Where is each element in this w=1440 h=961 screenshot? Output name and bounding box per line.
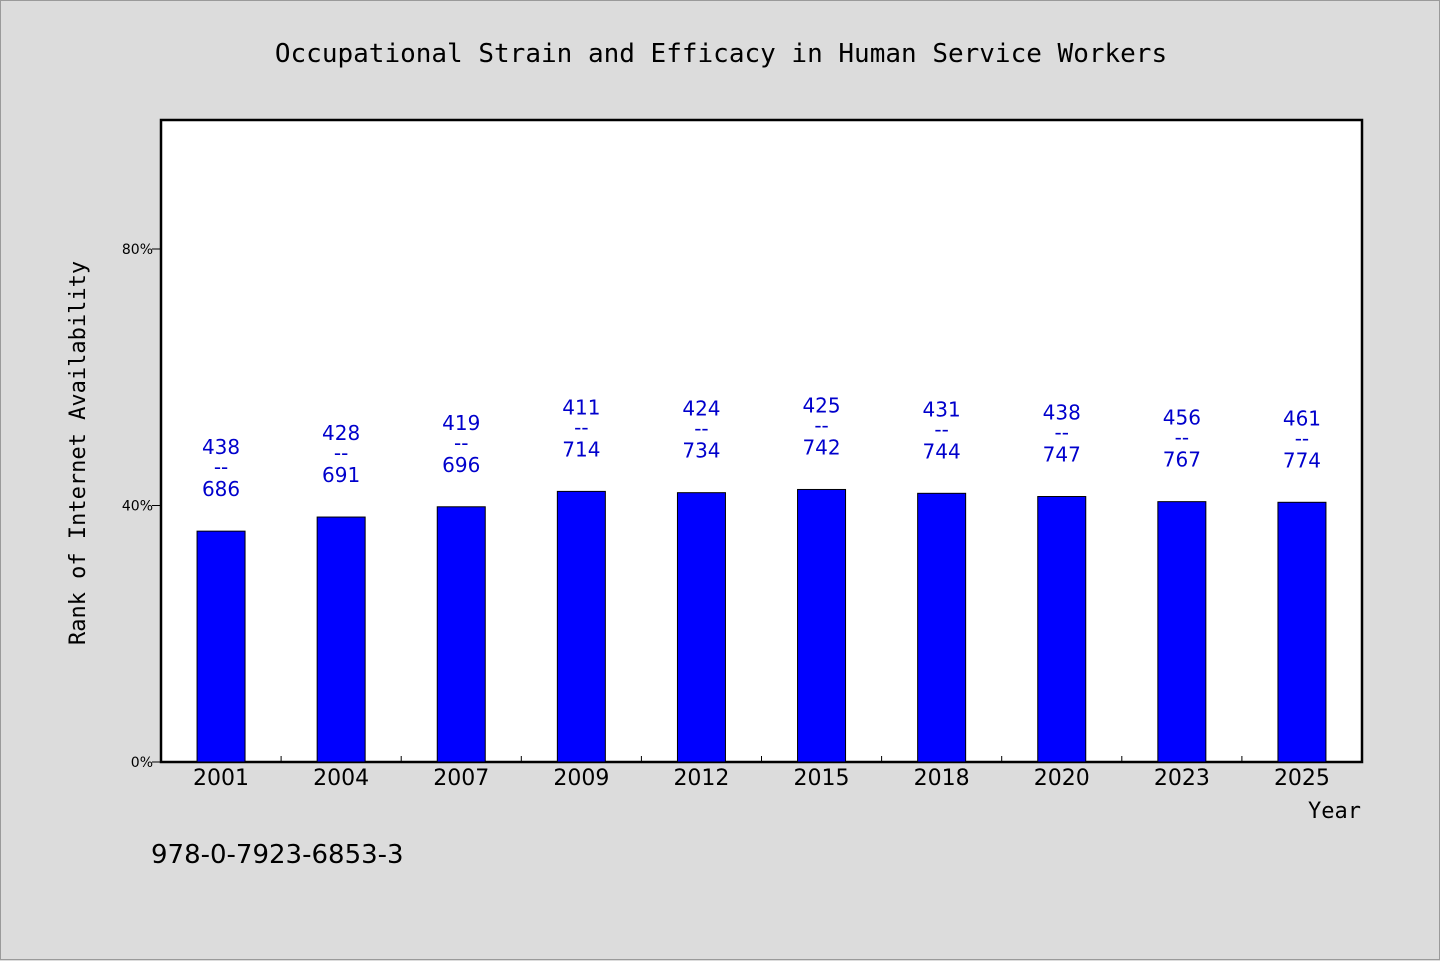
x-tick-label: 2012 <box>673 766 729 791</box>
data-label: 424 <box>682 397 720 421</box>
data-label: 714 <box>562 437 600 461</box>
chart-title: Occupational Strain and Efficacy in Huma… <box>275 39 1167 69</box>
bar <box>1157 501 1207 763</box>
data-label: 438 <box>202 435 240 459</box>
x-tick-label: 2023 <box>1154 766 1210 791</box>
y-tick-label: 40% <box>122 499 153 515</box>
data-label: 747 <box>1043 443 1081 467</box>
y-tick-label: 80% <box>122 242 153 258</box>
y-tick-label: 0% <box>131 755 153 771</box>
y-axis: 0% 40% 80% <box>122 242 161 771</box>
data-label: -- <box>694 417 708 441</box>
data-label: -- <box>814 413 828 437</box>
data-label: -- <box>214 455 228 479</box>
data-label: 419 <box>442 411 480 435</box>
x-tick-label: 2018 <box>914 766 970 791</box>
data-label: -- <box>934 417 948 441</box>
data-label: -- <box>1175 426 1189 450</box>
data-label: -- <box>1055 421 1069 445</box>
data-label: 456 <box>1163 406 1201 430</box>
x-tick-label: 2009 <box>553 766 609 791</box>
bar <box>196 530 246 763</box>
x-tick-label: 2007 <box>433 766 489 791</box>
data-label: 774 <box>1283 448 1321 472</box>
x-axis: 2001 2004 2007 2009 2012 2015 2018 2020 2023 2025 <box>193 756 1330 791</box>
bar <box>676 492 726 763</box>
bar <box>316 516 366 763</box>
data-label: 691 <box>322 463 360 487</box>
x-tick-label: 2025 <box>1274 766 1330 791</box>
data-label: 742 <box>802 435 840 459</box>
x-tick-label: 2001 <box>193 766 249 791</box>
data-label: 411 <box>562 395 600 419</box>
bar <box>917 492 967 763</box>
bar-series <box>196 488 1327 763</box>
data-label: -- <box>574 415 588 439</box>
x-axis-title: Year <box>1308 799 1361 824</box>
bar <box>556 490 606 763</box>
data-labels: 438--686428--691419--696411--714424--734… <box>202 393 1321 501</box>
data-label: 425 <box>802 393 840 417</box>
data-label: -- <box>1295 426 1309 450</box>
data-label: -- <box>334 441 348 465</box>
x-tick-label: 2004 <box>313 766 369 791</box>
bar <box>1037 496 1087 763</box>
data-label: -- <box>454 431 468 455</box>
data-label: 696 <box>442 453 480 477</box>
data-label: 767 <box>1163 448 1201 472</box>
data-label: 428 <box>322 421 360 445</box>
bar <box>436 506 486 763</box>
data-label: 744 <box>923 439 961 463</box>
bar <box>797 488 847 763</box>
bar <box>1277 501 1327 763</box>
x-tick-label: 2015 <box>794 766 850 791</box>
data-label: 734 <box>682 439 720 463</box>
isbn-text: 978-0-7923-6853-3 <box>151 840 404 870</box>
data-label: 431 <box>923 397 961 421</box>
x-tick-label: 2020 <box>1034 766 1090 791</box>
data-label: 686 <box>202 477 240 501</box>
data-label: 461 <box>1283 406 1321 430</box>
data-label: 438 <box>1043 401 1081 425</box>
y-axis-title: Rank of Internet Availability <box>66 261 91 645</box>
